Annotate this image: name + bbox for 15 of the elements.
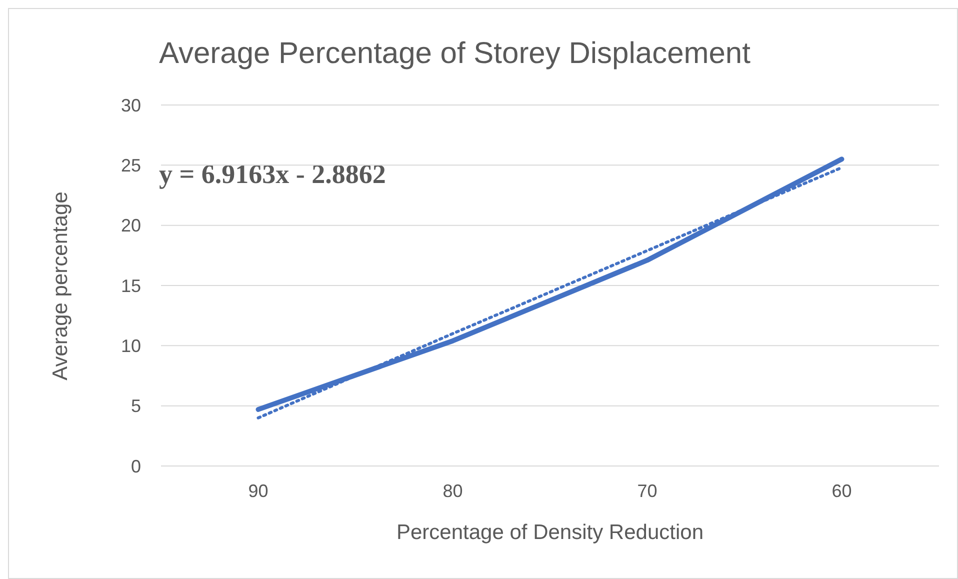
chart-title: Average Percentage of Storey Displacement [159, 37, 750, 71]
x-tick-label: 80 [442, 480, 463, 501]
y-tick-label: 0 [130, 456, 141, 476]
y-tick-label: 10 [120, 336, 141, 356]
y-tick-label: 25 [120, 156, 141, 176]
x-tick-label: 60 [832, 480, 852, 501]
y-axis-title: Average percentage [49, 192, 73, 380]
y-tick-label: 15 [120, 276, 141, 296]
y-tick-label: 20 [120, 216, 141, 236]
x-tick-label: 90 [248, 480, 268, 501]
y-tick-label: 5 [130, 396, 141, 416]
x-axis-title: Percentage of Density Reduction [395, 521, 704, 545]
x-tick-label: 70 [637, 480, 658, 501]
y-tick-label: 30 [120, 95, 141, 116]
annotation: y = 6.9163x - 2.8862 [159, 159, 386, 190]
